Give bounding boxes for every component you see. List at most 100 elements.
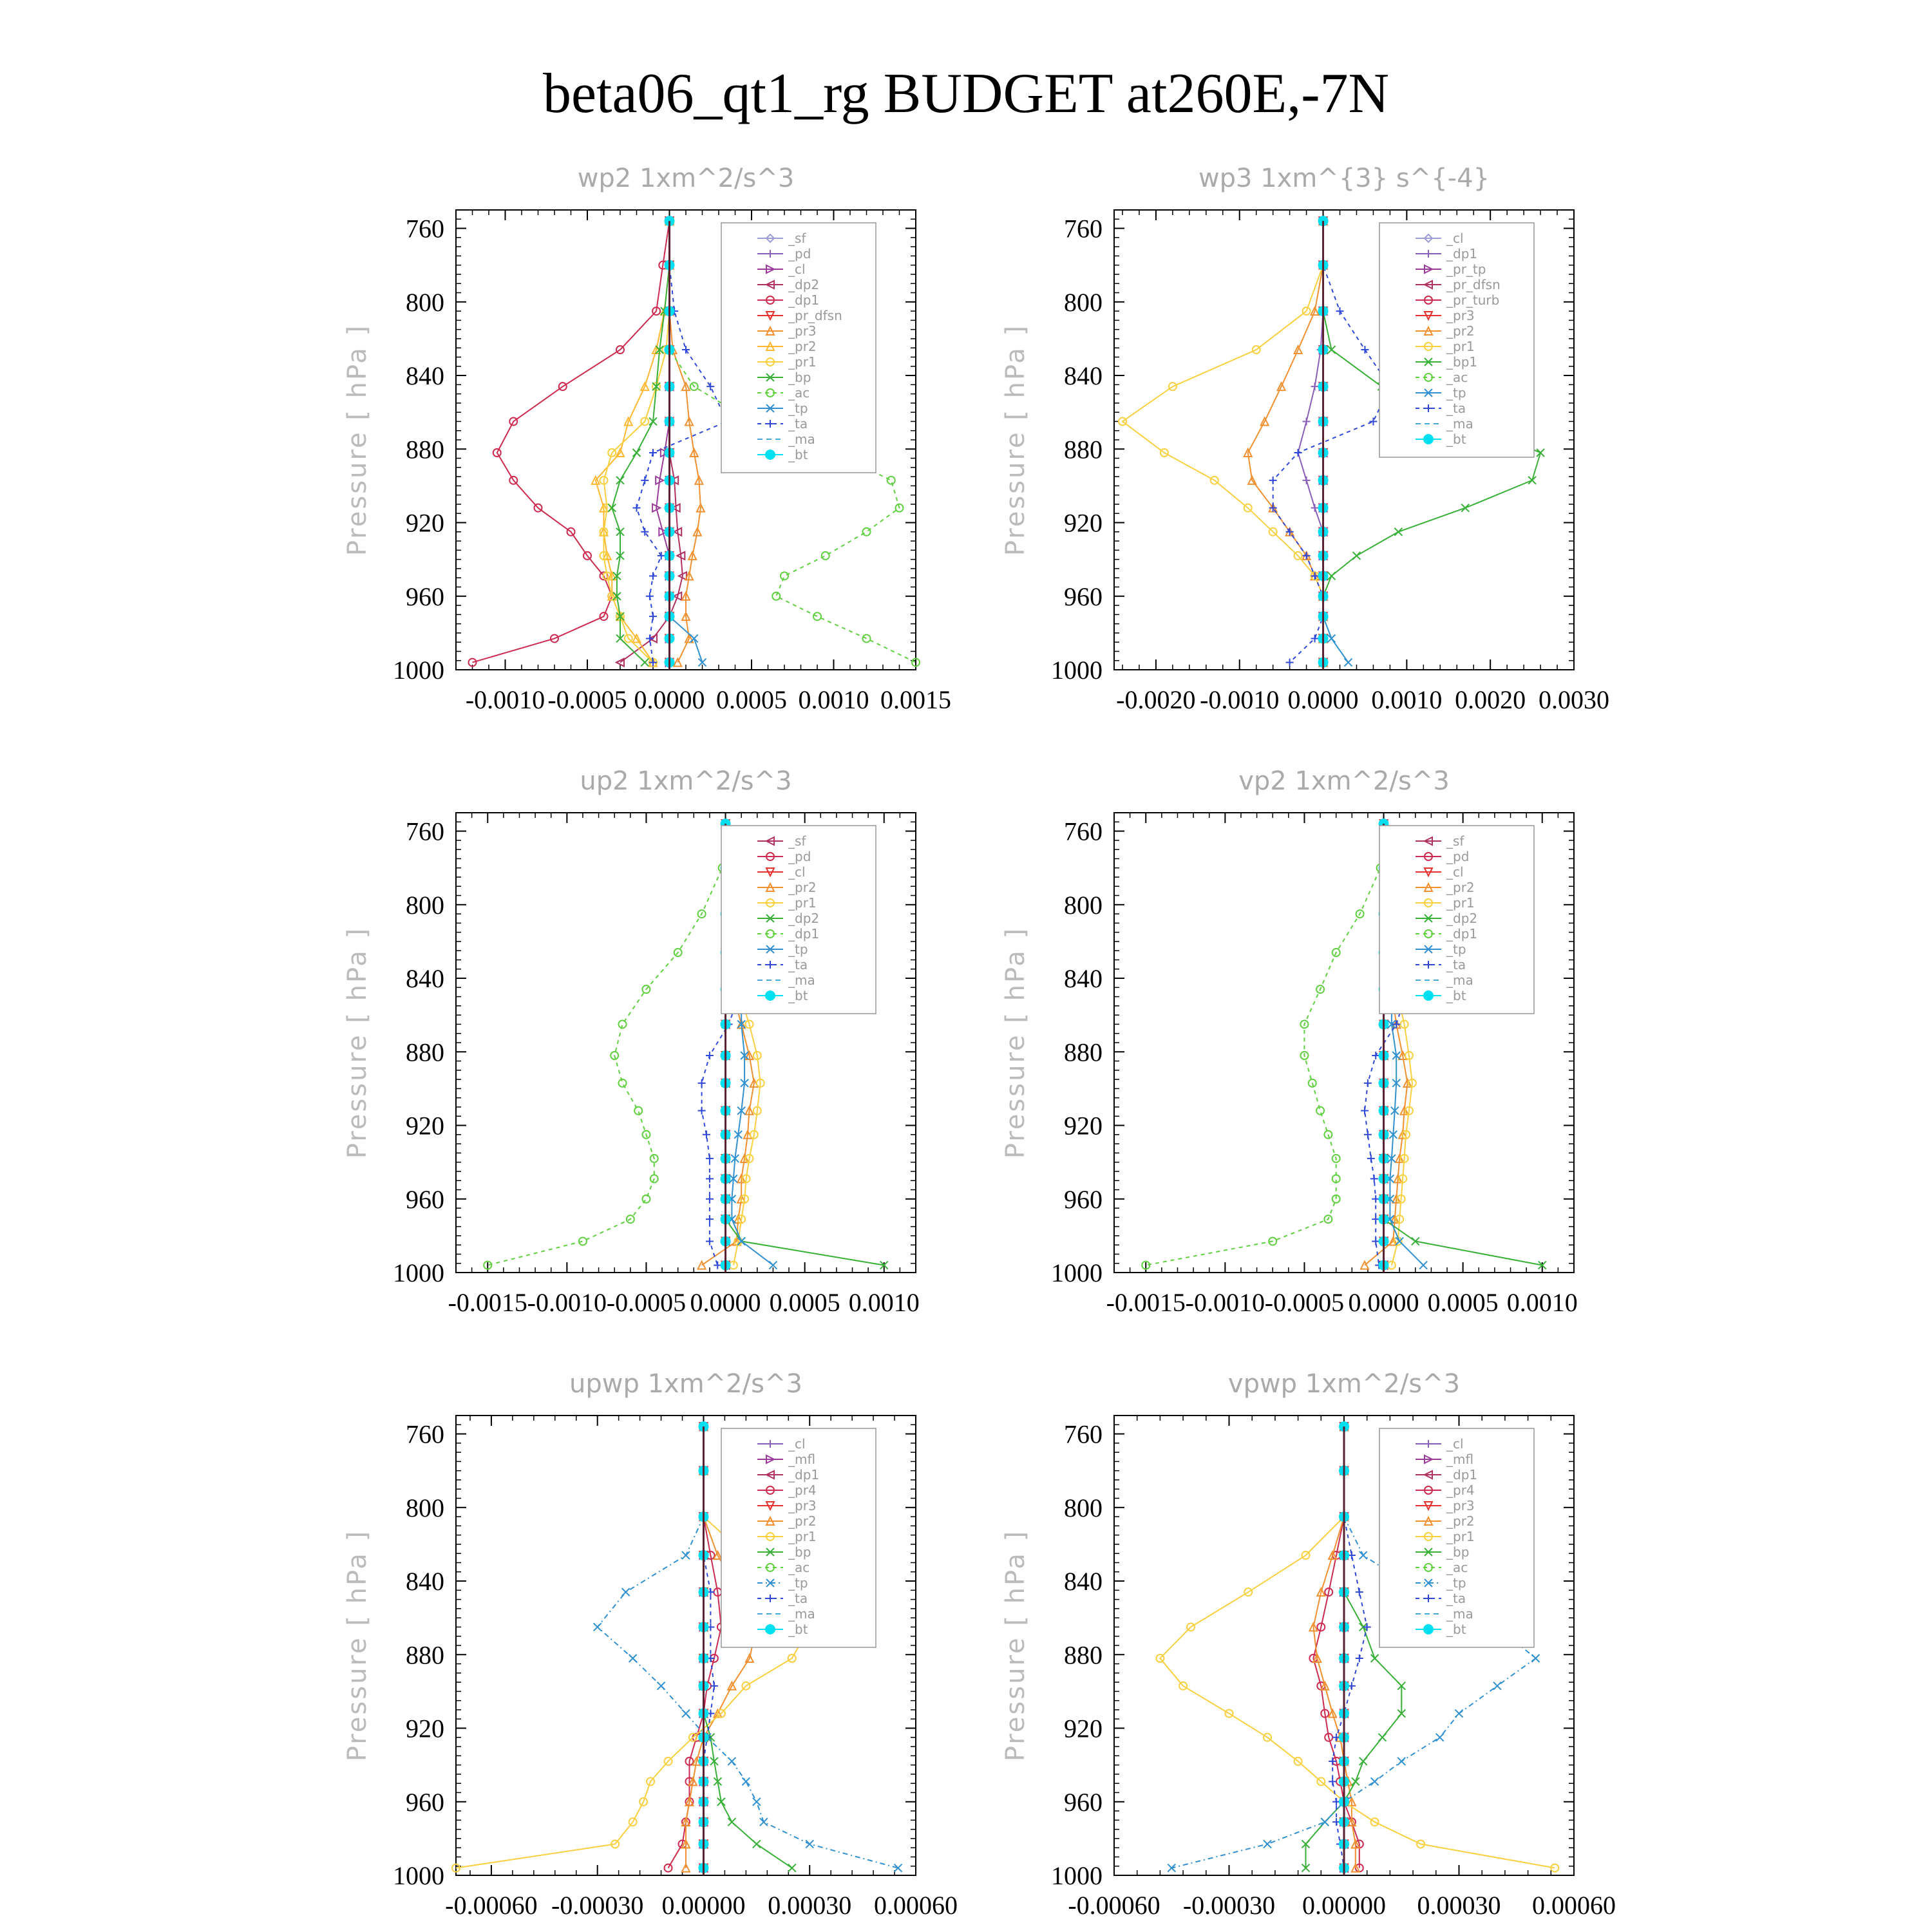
data-point — [1394, 1153, 1405, 1163]
legend-marker — [766, 961, 774, 969]
x-tick-label: -0.0020 — [1116, 685, 1195, 714]
data-point — [1329, 1777, 1337, 1786]
legend-box — [721, 1428, 876, 1648]
data-point — [533, 503, 543, 513]
data-point — [1247, 475, 1257, 485]
legend: _cl_mfl_dp1_pr4_pr3_pr2_pr1_bp_ac_tp_ta_… — [1379, 1428, 1535, 1648]
data-point — [628, 1817, 638, 1827]
data-point — [1536, 448, 1545, 457]
data-point — [1244, 1587, 1253, 1597]
legend-label: _pr1 — [788, 895, 817, 911]
legend-label: _tp — [1446, 385, 1466, 401]
data-point — [705, 1237, 714, 1245]
data-point — [599, 527, 609, 536]
data-point — [716, 1709, 726, 1718]
legend-label: _ta — [1446, 957, 1466, 972]
y-tick-label: 800 — [406, 1493, 444, 1522]
data-point — [727, 1757, 737, 1766]
legend-label: _cl — [1446, 864, 1464, 880]
data-point — [631, 633, 642, 643]
data-point — [1370, 1175, 1378, 1183]
legend-marker — [1423, 836, 1433, 846]
y-tick-label: 960 — [406, 1788, 444, 1817]
data-point — [744, 1105, 755, 1115]
series-line — [685, 1426, 757, 1868]
legend-label: _bp — [1446, 1544, 1469, 1560]
legend-label: _ta — [788, 1591, 808, 1606]
y-tick-label: 760 — [1064, 817, 1103, 846]
legend-marker — [765, 311, 775, 321]
data-point — [652, 503, 662, 513]
data-point — [712, 1708, 723, 1718]
legend: _sf_pd_cl_pr2_pr1_dp2_dp1_tp_ta_ma_bt — [721, 825, 876, 1014]
y-tick-label: 760 — [1064, 214, 1103, 243]
legend-label: _pr3 — [788, 323, 817, 339]
y-tick-label: 920 — [1064, 1714, 1103, 1743]
x-tick-label: -0.0005 — [1265, 1288, 1344, 1317]
legend-marker — [766, 898, 775, 907]
data-point — [1372, 1215, 1380, 1224]
data-point — [681, 611, 691, 621]
data-point — [641, 985, 651, 994]
data-point — [1372, 1237, 1380, 1245]
data-point — [1369, 417, 1378, 426]
data-point — [632, 504, 641, 512]
x-tick-label: 0.0010 — [1507, 1288, 1578, 1317]
data-point — [1370, 1654, 1379, 1663]
data-point — [1347, 1796, 1357, 1806]
legend-marker — [766, 1578, 775, 1587]
legend-marker — [765, 1624, 775, 1634]
data-point — [710, 1757, 719, 1766]
data-point — [1301, 1839, 1311, 1849]
legend-box — [1379, 222, 1535, 458]
data-point — [1387, 1019, 1396, 1029]
y-tick-label: 880 — [1064, 1640, 1103, 1669]
legend-label: _pr2 — [788, 880, 817, 895]
legend-label: _ac — [788, 1560, 810, 1575]
legend-marker — [766, 914, 775, 923]
legend-label: _dp1 — [1446, 926, 1477, 942]
data-point — [687, 550, 697, 560]
legend-marker — [765, 233, 775, 243]
legend-marker — [1425, 1440, 1432, 1448]
legend-label: _ta — [788, 957, 808, 972]
data-point — [1387, 1154, 1396, 1163]
data-point — [696, 502, 706, 513]
data-point — [676, 551, 686, 561]
panel-1: wp2 1xm^2/s^3 Pressure [ hPa ] 760 800 840 88… — [343, 164, 951, 714]
data-point — [733, 1213, 743, 1224]
legend-marker — [766, 1486, 775, 1495]
data-point — [607, 503, 616, 513]
legend-marker — [765, 450, 775, 460]
legend-marker — [1424, 342, 1433, 351]
data-point — [744, 1050, 755, 1060]
legend-label: _dp1 — [1446, 1467, 1477, 1482]
legend-marker — [765, 325, 775, 336]
legend-marker — [766, 945, 775, 954]
legend-label: _cl — [1446, 231, 1464, 246]
panel-title: upwp 1xm^2/s^3 — [569, 1369, 802, 1399]
legend-marker — [1424, 296, 1433, 305]
legend-label: _pr1 — [1446, 339, 1475, 354]
data-point — [682, 346, 690, 354]
legend-marker — [1423, 1501, 1434, 1511]
data-point — [1347, 1816, 1357, 1827]
data-point — [677, 571, 687, 581]
legend-label: _dp1 — [788, 292, 819, 308]
x-tick-label: 0.00000 — [661, 1891, 745, 1920]
x-tick-label: -0.0010 — [527, 1288, 607, 1317]
x-tick-label: 0.0010 — [799, 685, 869, 714]
data-point — [697, 909, 706, 919]
panel-2: wp3 1xm^{3} s^{-4} Pressure [ hPa ] 760 800… — [1001, 164, 1609, 714]
legend-marker — [766, 404, 775, 413]
data-point — [607, 591, 617, 601]
data-point — [1243, 447, 1253, 457]
data-point — [681, 1709, 690, 1718]
data-point — [1370, 1777, 1379, 1786]
legend-marker — [766, 373, 775, 382]
data-point — [730, 1154, 740, 1163]
x-tick-label: -0.0010 — [466, 685, 545, 714]
series-line — [1312, 1426, 1360, 1868]
legend-label: _pr4 — [1446, 1482, 1475, 1498]
legend-label: _ma — [1446, 972, 1473, 988]
